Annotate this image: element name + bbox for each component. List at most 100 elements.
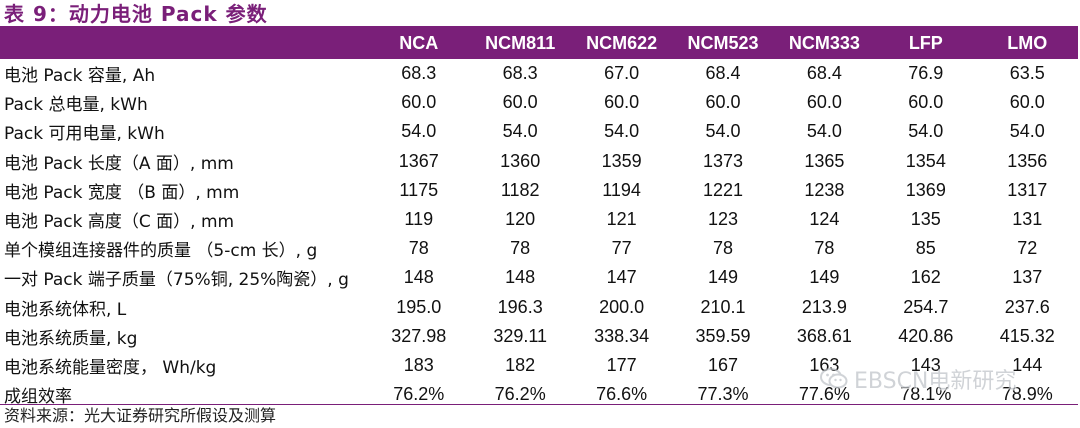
table-row: 电池系统能量密度， Wh/kg 183 182 177 167 163 143 144 <box>0 351 1078 380</box>
table-cell: 149 <box>809 267 840 288</box>
table-row: Pack 可用电量, kWh 54.0 54.0 54.0 54.0 54.0 54.0 54… <box>0 117 1078 146</box>
battery-pack-table: NCA NCM811 NCM622 NCM523 NCM333 LFP LMO … <box>0 28 1078 409</box>
row-label: 成组效率 <box>4 387 72 408</box>
table-cell: 60.0 <box>604 92 640 113</box>
table-row: 单个模组连接器件的质量 （5-cm 长）, g 78 78 77 78 78 85 72 <box>0 234 1078 263</box>
table-cell: 77 <box>611 238 632 259</box>
table-row: 电池 Pack 宽度 （B 面）, mm 1175 1182 1194 1221 1238… <box>0 176 1078 205</box>
table-cell: 329.11 <box>493 325 548 346</box>
table-cell: 1317 <box>1007 179 1048 200</box>
table-cell: 327.98 <box>391 325 447 346</box>
table-cell: 78 <box>712 238 734 259</box>
table-cell: 200.0 <box>599 296 645 317</box>
table-cell: 254.7 <box>903 296 949 317</box>
table-cell: 1359 <box>601 150 642 171</box>
header-cell: NCA <box>399 33 439 53</box>
table-cell: 135 <box>910 209 941 230</box>
header-cell: NCM811 <box>485 33 556 53</box>
header-cell: LMO <box>1007 33 1048 53</box>
table-cell: 60.0 <box>1009 92 1045 113</box>
table-cell: 54.0 <box>908 121 944 142</box>
table-cell: 163 <box>809 354 840 375</box>
table-cell: 1238 <box>804 179 845 200</box>
table-cell: 120 <box>505 209 536 230</box>
table-cell: 183 <box>403 354 434 375</box>
row-label: 电池系统能量密度， Wh/kg <box>4 357 217 378</box>
table-cell: 148 <box>403 267 434 288</box>
header-cell: LFP <box>908 33 943 53</box>
table-row: 一对 Pack 端子质量（75%铜, 25%陶瓷）, g 148 148 147 149… <box>0 263 1078 292</box>
table-cell: 1182 <box>500 179 540 200</box>
table-cell: 76.6% <box>596 384 648 405</box>
table-cell: 54.0 <box>401 121 437 142</box>
table-cell: 162 <box>910 267 941 288</box>
table-cell: 60.0 <box>806 92 842 113</box>
table-cell: 177 <box>606 354 637 375</box>
table-cell: 121 <box>606 209 637 230</box>
table-cell: 123 <box>707 209 739 230</box>
table-cell: 1360 <box>500 150 541 171</box>
table-cell: 415.32 <box>999 325 1055 346</box>
table-cell: 143 <box>910 354 941 375</box>
row-label: 电池系统质量, kg <box>4 328 138 349</box>
table-cell: 1365 <box>804 150 845 171</box>
table-cell: 67.0 <box>604 63 640 84</box>
table-cell: 195.0 <box>396 296 442 317</box>
table-title: 表 9：动力电池 Pack 参数 <box>4 2 268 26</box>
table-cell: 1221 <box>702 179 744 200</box>
table-cell: 60.0 <box>401 92 437 113</box>
table-cell: 60.0 <box>908 92 944 113</box>
table-cell: 68.4 <box>705 63 741 84</box>
table-cell: 77.6% <box>798 384 850 405</box>
table-cell: 78.1% <box>900 384 952 405</box>
row-label: 电池 Pack 高度（C 面）, mm <box>4 212 235 233</box>
table-cell: 131 <box>1012 209 1043 230</box>
table-cell: 1369 <box>905 179 946 200</box>
table-cell: 76.2% <box>494 384 546 405</box>
table-cell: 119 <box>404 209 434 230</box>
table-cell: 420.86 <box>898 325 954 346</box>
table-cell: 182 <box>505 354 536 375</box>
table-row: 电池系统质量, kg 327.98 329.11 338.34 359.59 368.61… <box>0 322 1078 351</box>
source-note: 资料来源：光大证券研究所假设及测算 <box>4 406 277 425</box>
table-cell: 72 <box>1017 238 1038 259</box>
table-cell: 1194 <box>602 179 641 200</box>
table-cell: 60.0 <box>705 92 741 113</box>
table-cell: 359.59 <box>695 325 751 346</box>
row-label: 电池系统体积, L <box>4 299 127 320</box>
table-cell: 149 <box>707 267 739 288</box>
table-cell: 167 <box>707 354 739 375</box>
table-cell: 368.61 <box>796 325 852 346</box>
table-header-row: NCA NCM811 NCM622 NCM523 NCM333 LFP LMO <box>0 28 1078 59</box>
header-cell: NCM523 <box>687 33 759 53</box>
table-cell: 78 <box>408 238 429 259</box>
header-cell: NCM333 <box>788 33 860 53</box>
table-cell: 76.9 <box>908 63 944 84</box>
table-cell: 78 <box>814 238 835 259</box>
title-divider <box>0 26 1078 28</box>
table-cell: 148 <box>505 267 536 288</box>
table-cell: 54.0 <box>705 121 741 142</box>
table-cell: 68.4 <box>806 63 842 84</box>
table-row: 电池 Pack 高度（C 面）, mm 119 120 121 123 124 135 131 <box>0 205 1078 234</box>
table-cell: 1354 <box>905 150 946 171</box>
table-cell: 124 <box>809 209 840 230</box>
table-cell: 60.0 <box>502 92 538 113</box>
table-cell: 213.9 <box>801 296 847 317</box>
table-cell: 54.0 <box>1009 121 1045 142</box>
table-row: Pack 总电量, kWh 60.0 60.0 60.0 60.0 60.0 60.0 60.… <box>0 88 1078 117</box>
table-cell: 54.0 <box>604 121 640 142</box>
table-cell: 147 <box>606 267 637 288</box>
table-cell: 1367 <box>398 150 439 171</box>
table-bottom-divider <box>0 404 1078 405</box>
row-label: 电池 Pack 宽度 （B 面）, mm <box>4 182 240 203</box>
table-cell: 210.1 <box>700 296 746 317</box>
table-cell: 85 <box>915 238 936 259</box>
table-cell: 54.0 <box>502 121 538 142</box>
table-cell: 76.2% <box>393 384 445 405</box>
row-label: Pack 可用电量, kWh <box>4 124 165 145</box>
table-cell: 78 <box>510 238 531 259</box>
row-label: 电池 Pack 长度（A 面）, mm <box>4 153 234 174</box>
table-cell: 144 <box>1012 354 1043 375</box>
table-cell: 68.3 <box>401 63 437 84</box>
